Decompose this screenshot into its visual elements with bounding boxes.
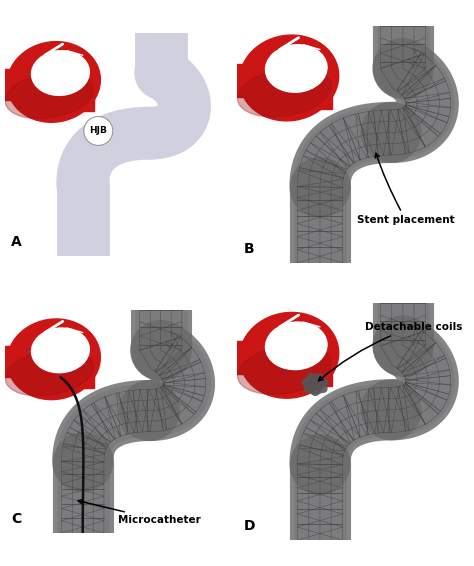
Ellipse shape <box>239 312 339 398</box>
Ellipse shape <box>237 67 331 117</box>
Polygon shape <box>0 68 60 100</box>
Text: HJB: HJB <box>90 126 107 135</box>
Polygon shape <box>289 90 332 109</box>
Polygon shape <box>0 346 60 377</box>
Ellipse shape <box>31 328 90 373</box>
Text: A: A <box>11 235 22 249</box>
Polygon shape <box>54 93 94 111</box>
Ellipse shape <box>7 319 100 400</box>
Polygon shape <box>54 370 94 388</box>
Text: Detachable coils: Detachable coils <box>319 322 462 381</box>
Ellipse shape <box>31 51 90 96</box>
Polygon shape <box>225 341 296 374</box>
Ellipse shape <box>7 42 100 122</box>
Circle shape <box>84 117 113 145</box>
Text: D: D <box>244 519 255 533</box>
Text: Stent placement: Stent placement <box>357 153 455 225</box>
Text: B: B <box>244 242 255 256</box>
Ellipse shape <box>265 45 327 92</box>
Text: Microcatheter: Microcatheter <box>78 500 201 525</box>
Ellipse shape <box>239 35 339 121</box>
Ellipse shape <box>265 322 327 370</box>
Polygon shape <box>289 367 332 386</box>
Polygon shape <box>225 64 296 97</box>
Ellipse shape <box>5 349 93 396</box>
Text: C: C <box>11 512 22 526</box>
Ellipse shape <box>5 72 93 119</box>
Ellipse shape <box>237 345 331 395</box>
